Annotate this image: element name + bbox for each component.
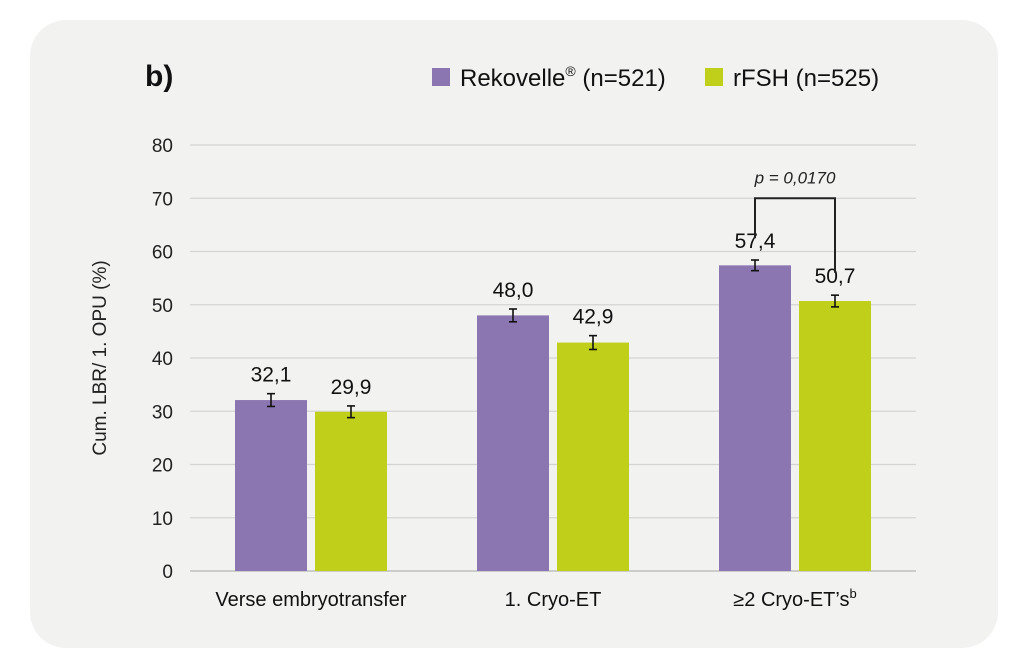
x-tick-label: ≥2 Cryo-ET’sb [733, 586, 856, 611]
data-label: 57,4 [735, 230, 776, 253]
data-label: 42,9 [573, 306, 614, 329]
error-bar [509, 308, 517, 323]
error-bar [751, 259, 759, 272]
x-tick-label: Verse embryotransfer [215, 589, 407, 611]
error-bar [589, 334, 597, 351]
y-tick-label: 10 [152, 509, 173, 530]
y-tick-label: 50 [152, 296, 173, 317]
legend-swatch [705, 68, 723, 86]
p-value-annotation: p = 0,0170 [754, 168, 836, 187]
bar [719, 265, 791, 571]
y-tick-label: 70 [152, 189, 173, 210]
bar [799, 301, 871, 571]
y-tick-label: 0 [162, 562, 173, 583]
data-label: 48,0 [493, 279, 534, 302]
legend-swatch [432, 68, 450, 86]
error-bar [831, 294, 839, 308]
significance-bracket [754, 197, 836, 273]
error-bar [267, 392, 275, 408]
data-label: 29,9 [331, 376, 372, 399]
bar [315, 411, 387, 571]
data-label: 32,1 [251, 364, 292, 387]
y-axis-label: Cum. LBR/ 1. OPU (%) [90, 260, 111, 455]
y-tick-label: 60 [152, 243, 173, 264]
panel-label: b) [145, 60, 173, 93]
data-label: 50,7 [815, 265, 856, 288]
legend-label: Rekovelle® (n=521) [460, 63, 666, 92]
y-tick-label: 20 [152, 456, 173, 477]
x-tick-label: 1. Cryo-ET [505, 589, 602, 611]
y-tick-label: 80 [152, 136, 173, 157]
bar [235, 400, 307, 571]
y-tick-label: 30 [152, 402, 173, 423]
legend-label: rFSH (n=525) [733, 65, 879, 92]
error-bar [347, 405, 355, 419]
bar [477, 315, 549, 571]
bar [557, 342, 629, 571]
y-tick-label: 40 [152, 349, 173, 370]
